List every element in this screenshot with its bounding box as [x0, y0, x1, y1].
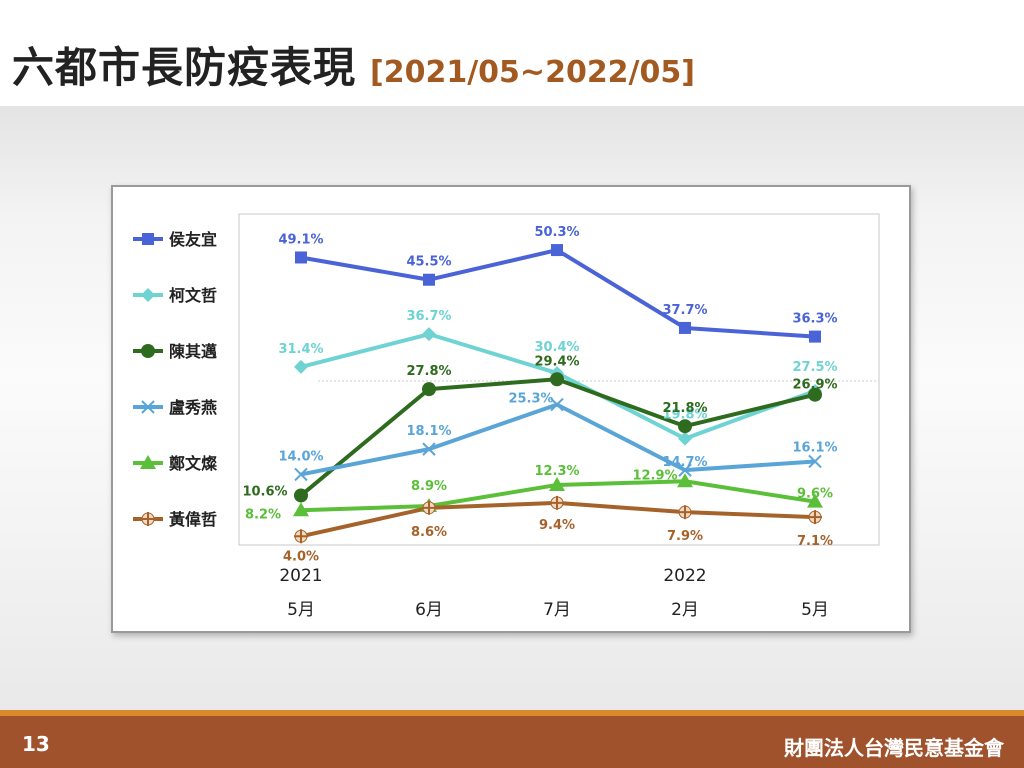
- data-label-鄭文燦-0: 8.2%: [245, 507, 281, 522]
- data-label-柯文哲-0: 31.4%: [278, 342, 323, 357]
- marker-柯文哲-3: [678, 431, 692, 446]
- x-tick-label-4: 5月: [801, 600, 829, 620]
- x-tick-label-1: 6月: [415, 600, 443, 620]
- x-tick-label-0: 5月: [287, 600, 315, 620]
- slide-title: 六都市長防疫表現 [2021/05~2022/05]: [12, 34, 695, 94]
- x-tick-label-3: 2月: [671, 600, 699, 620]
- marker-鄭文燦-2: [549, 476, 565, 491]
- marker-陳其邁-1: [422, 382, 436, 397]
- legend-label-盧秀燕: 盧秀燕: [169, 398, 217, 417]
- organization-name: 財團法人台灣民意基金會: [784, 736, 1004, 760]
- marker-侯友宜-legend: [142, 233, 154, 245]
- data-label-陳其邁-4: 26.9%: [792, 378, 837, 393]
- marker-黃偉哲-4: [808, 510, 822, 525]
- marker-盧秀燕-2: [550, 397, 564, 412]
- marker-黃偉哲-1: [422, 500, 436, 515]
- marker-陳其邁-4: [808, 387, 822, 402]
- marker-侯友宜-3: [679, 321, 691, 334]
- x-year-label-3: 2022: [663, 566, 706, 586]
- marker-陳其邁-2: [550, 372, 564, 387]
- marker-陳其邁-legend: [141, 344, 155, 358]
- data-label-盧秀燕-4: 16.1%: [792, 440, 837, 455]
- legend-label-柯文哲: 柯文哲: [169, 286, 217, 305]
- marker-黃偉哲-legend: [141, 512, 155, 526]
- marker-鄭文燦-3: [677, 473, 693, 488]
- marker-侯友宜-0: [295, 251, 307, 264]
- legend-label-陳其邁: 陳其邁: [169, 342, 217, 361]
- page-number: 13: [22, 732, 50, 756]
- x-year-label-0: 2021: [279, 566, 322, 586]
- marker-侯友宜-4: [809, 330, 821, 343]
- legend-label-鄭文燦: 鄭文燦: [169, 454, 218, 473]
- marker-陳其邁-3: [678, 419, 692, 434]
- marker-黃偉哲-0: [294, 529, 308, 544]
- marker-侯友宜-1: [423, 273, 435, 286]
- data-label-黃偉哲-1: 8.6%: [411, 525, 447, 540]
- marker-黃偉哲-3: [678, 505, 692, 520]
- data-label-鄭文燦-4: 9.6%: [797, 487, 833, 502]
- data-label-柯文哲-1: 36.7%: [406, 309, 451, 324]
- chart-frame: 49.1% 45.5% 50.3% 37.7% 36.3% 31.4% 36.7% 30.4%…: [111, 185, 911, 633]
- data-label-盧秀燕-2: 25.3%: [508, 392, 553, 407]
- data-label-盧秀燕-0: 14.0%: [278, 449, 323, 464]
- marker-鄭文燦-4: [807, 493, 823, 508]
- data-label-柯文哲-4: 27.5%: [792, 360, 837, 375]
- data-label-鄭文燦-1: 8.9%: [411, 479, 447, 494]
- data-label-黃偉哲-4: 7.1%: [797, 534, 833, 549]
- data-label-侯友宜-4: 36.3%: [792, 312, 837, 327]
- line-chart: 49.1% 45.5% 50.3% 37.7% 36.3% 31.4% 36.7% 30.4%…: [133, 213, 880, 620]
- data-label-黃偉哲-3: 7.9%: [667, 529, 703, 544]
- data-label-鄭文燦-2: 12.3%: [534, 464, 579, 479]
- marker-盧秀燕-4: [808, 454, 822, 469]
- marker-盧秀燕-1: [422, 442, 436, 456]
- page-title: 六都市長防疫表現: [12, 43, 357, 92]
- data-label-柯文哲-2: 30.4%: [534, 340, 579, 355]
- marker-盧秀燕-0: [294, 467, 308, 482]
- x-tick-label-2: 7月: [543, 600, 571, 620]
- data-label-柯文哲-3: 19.8%: [662, 408, 707, 423]
- marker-柯文哲-legend: [141, 288, 155, 302]
- marker-盧秀燕-3: [678, 463, 692, 477]
- data-label-侯友宜-1: 45.5%: [406, 255, 451, 270]
- data-label-鄭文燦-3: 12.9%: [632, 468, 677, 483]
- legend-label-侯友宜: 侯友宜: [169, 230, 217, 249]
- data-label-侯友宜-2: 50.3%: [534, 225, 579, 240]
- date-range: [2021/05~2022/05]: [370, 55, 695, 90]
- data-label-盧秀燕-3: 14.7%: [662, 455, 707, 470]
- footer-bar: 13 財團法人台灣民意基金會: [0, 710, 1024, 768]
- data-label-侯友宜-3: 37.7%: [662, 303, 707, 318]
- marker-黃偉哲-2: [550, 495, 564, 510]
- data-label-盧秀燕-1: 18.1%: [406, 424, 451, 439]
- data-label-黃偉哲-0: 4.0%: [283, 549, 319, 564]
- data-label-黃偉哲-2: 9.4%: [539, 518, 575, 533]
- data-label-侯友宜-0: 49.1%: [278, 232, 323, 247]
- marker-陳其邁-0: [294, 488, 308, 503]
- marker-鄭文燦-legend: [140, 455, 156, 469]
- marker-盧秀燕-legend: [141, 400, 155, 414]
- marker-侯友宜-2: [551, 244, 563, 257]
- data-label-陳其邁-2: 29.4%: [534, 354, 579, 369]
- marker-柯文哲-1: [422, 327, 436, 342]
- marker-鄭文燦-0: [293, 502, 309, 517]
- data-label-陳其邁-1: 27.8%: [406, 364, 451, 379]
- marker-柯文哲-0: [294, 359, 308, 374]
- data-label-陳其邁-3: 21.8%: [662, 401, 707, 416]
- legend-label-黃偉哲: 黃偉哲: [168, 510, 217, 529]
- data-label-陳其邁-0: 10.6%: [242, 484, 287, 499]
